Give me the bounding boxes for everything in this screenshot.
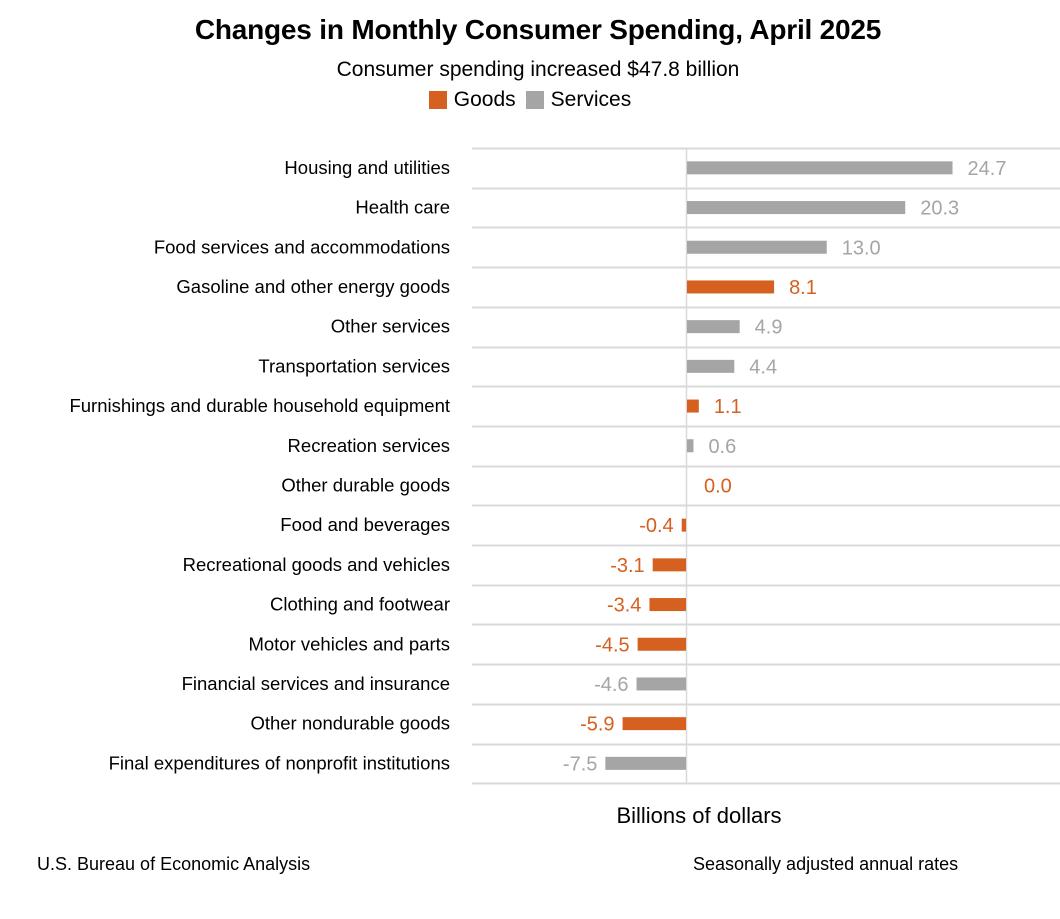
category-label: Food services and accommodations [154, 236, 450, 257]
legend-label-services: Services [550, 88, 632, 111]
category-label: Furnishings and durable household equipm… [69, 395, 450, 416]
bar-services [636, 677, 686, 691]
bar-goods [637, 637, 686, 651]
category-label: Gasoline and other energy goods [176, 276, 450, 297]
data-label: 0.0 [704, 475, 732, 497]
category-label: Other durable goods [281, 474, 450, 495]
legend-item-goods: Goods [428, 88, 516, 112]
data-label: -3.4 [607, 595, 641, 617]
bar-services [687, 161, 953, 175]
category-label: Other services [331, 316, 450, 337]
data-label: -7.5 [563, 753, 597, 775]
category-label: Recreation services [288, 435, 450, 456]
rate-note: Seasonally adjusted annual rates [693, 854, 959, 874]
data-label: -0.4 [639, 515, 673, 537]
data-label: -5.9 [580, 714, 614, 736]
chart-subtitle: Consumer spending increased $47.8 billio… [336, 58, 740, 81]
category-label: Housing and utilities [284, 157, 450, 178]
bar-goods [681, 518, 686, 532]
bar-goods [652, 558, 686, 572]
bar-goods [649, 598, 686, 612]
data-label: 1.1 [714, 396, 742, 418]
data-label: 20.3 [920, 198, 959, 220]
data-label: 24.7 [968, 158, 1007, 180]
legend-label-goods: Goods [453, 88, 516, 111]
data-label: 4.9 [755, 317, 783, 339]
data-label: -4.6 [594, 674, 628, 696]
legend-item-services: Services [525, 88, 632, 112]
source-note: U.S. Bureau of Economic Analysis [37, 854, 311, 874]
category-label: Financial services and insurance [182, 673, 450, 694]
category-label: Other nondurable goods [250, 713, 450, 734]
data-label: -4.5 [595, 634, 629, 656]
bar-goods [687, 399, 699, 413]
category-label: Health care [355, 197, 450, 218]
data-label: 0.6 [708, 436, 736, 458]
bar-goods [622, 717, 686, 731]
bar-services [687, 359, 735, 373]
data-label: 4.4 [749, 356, 777, 378]
chart-title: Changes in Monthly Consumer Spending, Ap… [194, 14, 882, 45]
category-label: Recreational goods and vehicles [183, 554, 450, 575]
category-label: Food and beverages [280, 514, 450, 535]
category-label: Motor vehicles and parts [248, 633, 450, 654]
bar-services [687, 240, 827, 254]
bar-services [605, 756, 686, 770]
bar-services [687, 201, 906, 215]
data-label: 13.0 [842, 237, 881, 259]
bar-goods [687, 280, 775, 294]
data-label: -3.1 [610, 555, 644, 577]
bar-services [687, 320, 740, 334]
category-label: Clothing and footwear [270, 594, 450, 615]
category-label: Transportation services [258, 355, 450, 376]
x-axis-label: Billions of dollars [616, 803, 781, 828]
bar-services [687, 439, 694, 453]
chart-legend: Goods Services [0, 88, 1060, 112]
category-label: Final expenditures of nonprofit institut… [109, 752, 450, 773]
legend-swatch-goods [428, 91, 447, 109]
legend-swatch-services [525, 91, 544, 109]
data-label: 8.1 [789, 277, 817, 299]
